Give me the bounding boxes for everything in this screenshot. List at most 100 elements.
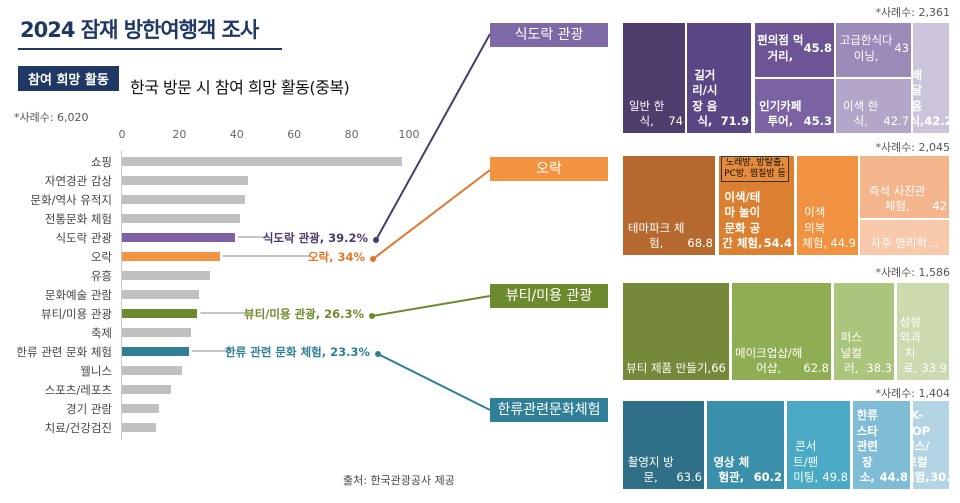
treemap-cell: 성형외과 치료, 33.9	[896, 282, 950, 381]
x-tick-label: 20	[172, 128, 187, 141]
bar	[122, 252, 220, 261]
title-underline	[18, 48, 282, 50]
category-label: 경기 관람	[66, 402, 112, 416]
treemap-cell: 테마파크 체험, 68.8	[622, 155, 716, 256]
cell-label: 촬영지 방문,	[627, 454, 674, 485]
category-label: 문화/역사 유적지	[30, 193, 112, 207]
sample-size: *사례수: 6,020	[14, 111, 89, 124]
cell-label: 즉석 사진관 체험,	[868, 183, 926, 214]
treemap-cell: 사주 명리학…	[859, 219, 950, 256]
x-tick-label: 100	[398, 128, 420, 141]
bar-annotation: 뷰티/미용 관광, 26.3%	[244, 307, 364, 321]
x-tick-label: 40	[229, 128, 244, 141]
cell-label: 이색/테마 놀이 문화 공간 체험,	[722, 189, 763, 251]
x-tick-label: 60	[287, 128, 302, 141]
connector-line	[372, 169, 491, 260]
category-label: 한류 관련 문화 체험	[16, 345, 112, 359]
connector-dot	[375, 351, 381, 357]
cell-label: 고급한식다이닝,	[839, 32, 893, 63]
treemap-cell: 영상 체험관, 60.2	[706, 400, 785, 490]
category-label: 웰니스	[80, 364, 112, 378]
cell-value: 38.3	[866, 361, 892, 376]
y-axis-line	[121, 150, 122, 440]
cell-value: 44.8	[879, 470, 908, 485]
bar	[122, 271, 210, 280]
treemap-cell: 길거리/시장 음식, 71.9	[686, 22, 752, 134]
bar	[122, 290, 200, 299]
category-label: 식도락 관광	[55, 231, 112, 245]
category-label: 축제	[90, 326, 112, 340]
cell-label: 배달음식,	[912, 67, 925, 129]
cell-value: 68.8	[687, 236, 713, 251]
bar	[122, 157, 402, 166]
category-label: 쇼핑	[90, 155, 112, 169]
connector-dot	[369, 313, 375, 319]
bar-annotation: 한류 관련 문화 체험, 23.3%	[225, 345, 370, 359]
cell-value: 44.9	[830, 236, 856, 251]
connector-dot	[370, 256, 376, 262]
cell-label: 사주 명리학…	[870, 236, 939, 251]
category-label: 유흥	[90, 269, 112, 283]
connector-line	[377, 353, 491, 411]
x-tick-label: 80	[344, 128, 359, 141]
cell-label: 메이크업샵/헤어샵,	[735, 345, 803, 376]
cell-label: 길거리/시장 음식,	[692, 67, 718, 129]
cell-label: 이색 의복 체험,	[802, 205, 828, 251]
sample-size: *사례수: 1,586	[875, 266, 950, 279]
group-label: 식도락 관광	[490, 23, 608, 47]
bar	[122, 309, 198, 318]
cell-value: 62.8	[803, 361, 829, 376]
bar	[122, 176, 249, 185]
cell-label: 편의점 먹거리,	[757, 32, 804, 63]
treemap-cell: 즉석 사진관 체험, 42	[859, 155, 950, 219]
cell-label: 이색 한식,	[842, 98, 879, 129]
treemap-cell: 배달음식, 42.2	[912, 22, 950, 134]
cell-label: 콘서트/팬미팅,	[793, 439, 819, 485]
treemap-cell: 이색 의복 체험, 44.9	[796, 155, 859, 256]
section-label: 참여 희망 활동	[18, 66, 119, 91]
connector-dot	[373, 237, 379, 243]
cell-label: 뷰티 제품 만들기,	[626, 361, 712, 376]
category-label: 오락	[90, 250, 112, 264]
bar	[122, 233, 235, 242]
cell-label: K-POP 댄스/보컬 체험,	[912, 408, 931, 485]
cell-value: 42.2	[924, 114, 950, 129]
cell-value: 60.2	[753, 470, 782, 485]
bar	[122, 214, 240, 223]
group-label: 한류관련문화체험	[490, 398, 608, 422]
cell-value: 45.8	[803, 40, 832, 55]
treemap-cell: 편의점 먹거리, 45.8	[754, 22, 835, 78]
treemap-cell: 뷰티 제품 만들기, 66	[622, 282, 730, 381]
category-label: 자연경관 감상	[44, 174, 112, 188]
page-title: 2024 잠재 방한여행객 조사	[20, 18, 259, 42]
treemap-cell: 콘서트/팬미팅, 49.8	[786, 400, 851, 490]
treemap-cell: K-POP 댄스/보컬 체험, 30.6	[912, 400, 950, 490]
cell-label: 테마파크 체험,	[627, 220, 685, 251]
cell-value: 54.4	[763, 236, 792, 251]
callout-note: 노래방, 방탈출, PC방, 찜질방 등	[721, 156, 789, 182]
connector-line	[371, 295, 491, 317]
cell-value: 66	[711, 361, 726, 376]
bar	[122, 404, 160, 413]
source-note: 출처: 한국관광공사 제공	[343, 474, 455, 487]
treemap-cell: 이색 한식, 42.7	[835, 78, 912, 134]
treemap-cell: 일반 한식, 74	[622, 22, 686, 134]
cell-label: 한류스타 관련 장소,	[856, 408, 878, 485]
group-label: 뷰티/미용 관광	[490, 284, 608, 308]
category-label: 뷰티/미용 관광	[40, 307, 112, 321]
cell-value: 74	[668, 114, 683, 129]
treemap-cell: 촬영지 방문, 63.6	[622, 400, 705, 490]
cell-value: 49.8	[822, 470, 848, 485]
cell-value: 71.9	[720, 114, 749, 129]
bar	[122, 195, 246, 204]
sample-size: *사례수: 1,404	[875, 387, 950, 400]
treemap-cell: 한류스타 관련 장소, 44.8	[852, 400, 911, 490]
cell-label: 일반 한식,	[628, 98, 665, 129]
bar-annotation: 식도락 관광, 39.2%	[262, 231, 368, 245]
category-label: 치료/건강검진	[44, 421, 112, 435]
cell-value: 45.3	[803, 114, 832, 129]
bar	[122, 423, 157, 432]
chart-title: 한국 방문 시 참여 희망 활동(중복)	[130, 78, 350, 97]
group-label: 오락	[490, 157, 608, 181]
